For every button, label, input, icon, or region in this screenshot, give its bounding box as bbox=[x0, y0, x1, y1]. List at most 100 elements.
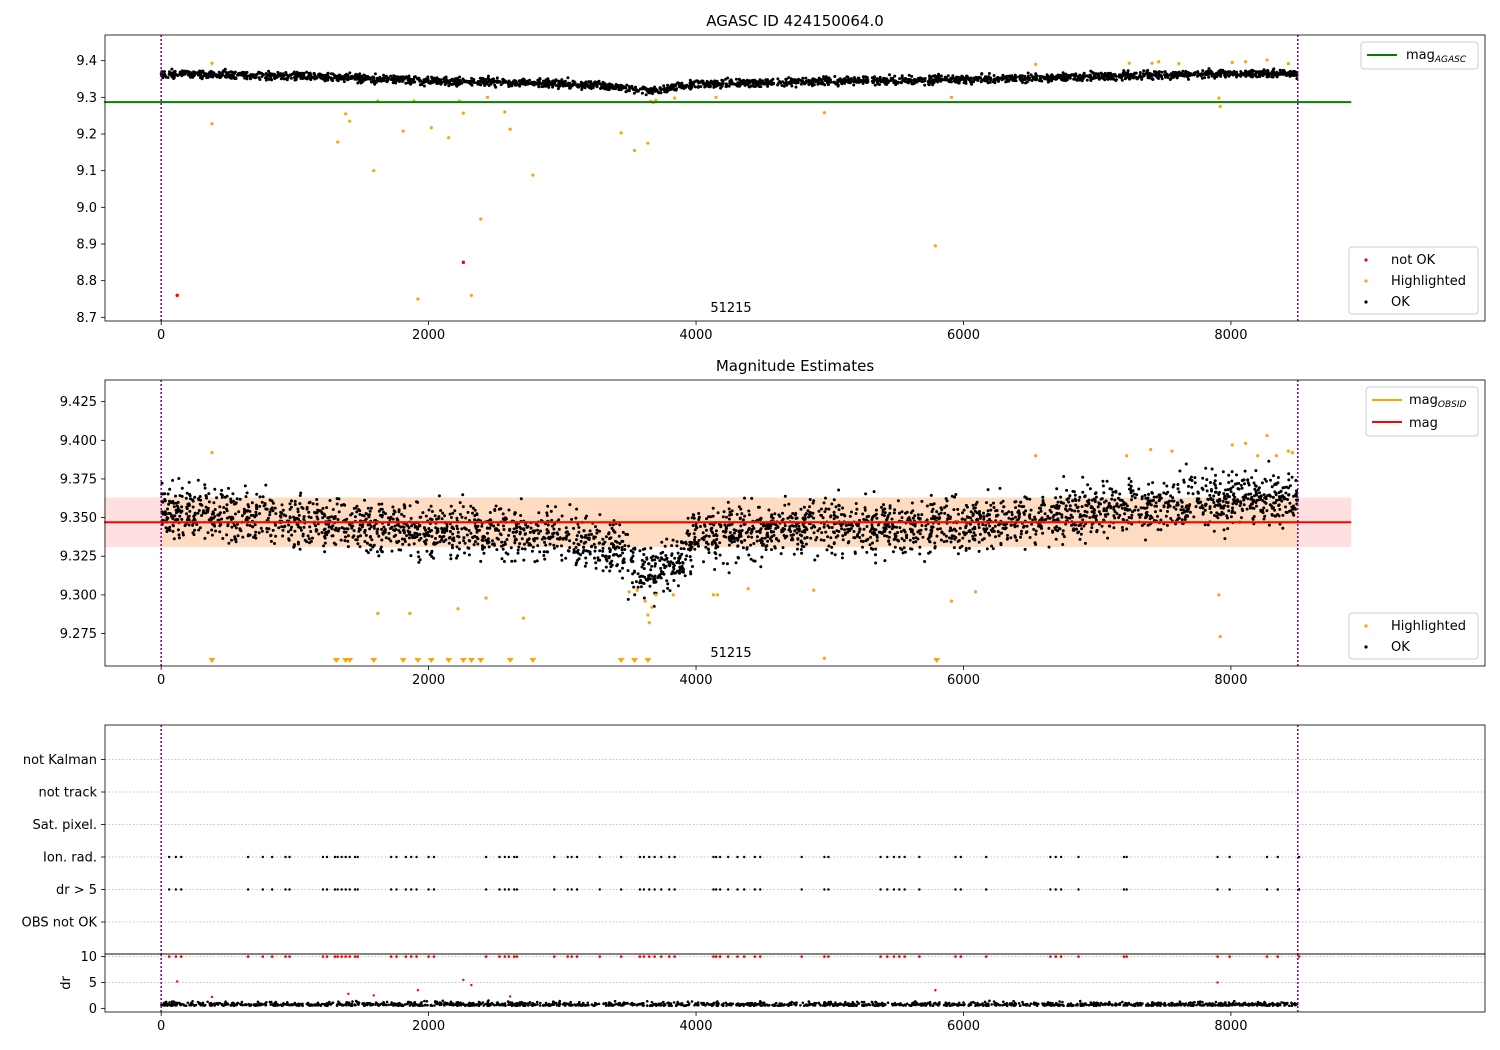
ok-point bbox=[776, 83, 780, 87]
ok-point bbox=[746, 535, 750, 539]
ok-point bbox=[257, 76, 261, 80]
ok-point bbox=[421, 511, 425, 515]
ok-point bbox=[530, 549, 534, 553]
ok-point bbox=[1139, 506, 1143, 510]
ok-point bbox=[493, 83, 497, 87]
ok-point bbox=[178, 514, 182, 518]
ok-point bbox=[697, 538, 701, 542]
ok-point bbox=[472, 543, 476, 547]
ok-point bbox=[487, 77, 491, 81]
ok-point bbox=[797, 524, 801, 528]
ok-point bbox=[1156, 72, 1160, 76]
ok-point bbox=[557, 527, 561, 531]
ok-point bbox=[332, 73, 336, 77]
ok-point bbox=[1163, 73, 1167, 77]
ok-point bbox=[345, 75, 349, 78]
ok-point bbox=[1056, 500, 1060, 504]
ok-point bbox=[1149, 72, 1153, 76]
ok-point bbox=[714, 543, 718, 547]
ok-point bbox=[346, 539, 350, 543]
ok-point bbox=[1196, 70, 1200, 74]
ok-point bbox=[1165, 73, 1169, 77]
ok-point bbox=[852, 79, 856, 83]
ok-point bbox=[985, 547, 989, 551]
ok-point bbox=[203, 74, 206, 78]
ok-point bbox=[244, 495, 248, 499]
highlighted-point bbox=[372, 169, 376, 173]
ok-point bbox=[1071, 499, 1075, 503]
ok-point bbox=[608, 82, 612, 86]
ok-point bbox=[189, 497, 192, 501]
ok-point bbox=[648, 87, 652, 91]
ok-point bbox=[858, 527, 862, 531]
ok-point bbox=[834, 505, 838, 509]
ok-point bbox=[944, 534, 948, 538]
ok-point bbox=[1239, 483, 1243, 487]
ok-point bbox=[1110, 497, 1114, 501]
ok-point bbox=[981, 523, 985, 527]
ok-point bbox=[808, 80, 812, 84]
ok-point bbox=[1055, 74, 1059, 78]
ok-point bbox=[427, 533, 431, 537]
ok-point bbox=[1012, 79, 1016, 83]
ok-point bbox=[961, 536, 965, 540]
ok-point bbox=[1034, 532, 1038, 536]
ok-point bbox=[880, 78, 884, 82]
ok-point bbox=[1146, 75, 1150, 79]
ok-point bbox=[811, 78, 814, 81]
ok-point bbox=[1067, 500, 1071, 504]
ok-point bbox=[507, 508, 511, 512]
ok-point bbox=[1097, 510, 1101, 514]
ok-point bbox=[833, 553, 837, 557]
ok-point bbox=[787, 528, 791, 532]
ok-point bbox=[832, 510, 836, 514]
ok-point bbox=[1197, 497, 1201, 501]
ok-point bbox=[279, 515, 283, 519]
ok-point bbox=[977, 540, 981, 544]
ok-point bbox=[1065, 78, 1069, 82]
ok-point bbox=[992, 78, 996, 81]
ok-point bbox=[1173, 74, 1177, 78]
ok-point bbox=[938, 527, 942, 531]
ok-point bbox=[772, 82, 775, 86]
ok-point bbox=[776, 77, 780, 81]
ok-point bbox=[163, 498, 167, 501]
ok-point bbox=[166, 76, 170, 79]
ok-point bbox=[985, 77, 989, 80]
ok-point bbox=[555, 531, 559, 535]
ok-point bbox=[1110, 74, 1114, 78]
ok-point bbox=[874, 561, 878, 565]
highlighted-point bbox=[632, 148, 637, 153]
ok-point bbox=[461, 493, 465, 497]
ok-point bbox=[766, 84, 770, 88]
ok-point bbox=[1106, 71, 1110, 75]
ok-point bbox=[870, 523, 874, 527]
ok-point bbox=[745, 547, 749, 551]
ok-point bbox=[921, 535, 925, 539]
ok-point bbox=[750, 535, 754, 539]
ok-point bbox=[412, 542, 416, 546]
ok-point bbox=[865, 525, 869, 528]
ok-point bbox=[727, 84, 731, 88]
highlighted-point bbox=[1286, 62, 1291, 66]
ok-point bbox=[624, 90, 628, 94]
ok-point bbox=[1151, 499, 1154, 503]
ok-point bbox=[1249, 492, 1253, 496]
ok-point bbox=[659, 569, 663, 573]
ok-point bbox=[240, 71, 244, 75]
ok-point bbox=[874, 547, 878, 551]
ok-point bbox=[576, 522, 580, 526]
ok-point bbox=[177, 536, 181, 540]
ok-point bbox=[1260, 481, 1264, 485]
ok-point bbox=[1071, 515, 1074, 519]
ok-point bbox=[1091, 71, 1095, 75]
ok-point bbox=[458, 512, 462, 516]
ok-point bbox=[751, 524, 755, 528]
ok-point bbox=[507, 79, 511, 83]
ok-point bbox=[1102, 491, 1106, 495]
ok-point bbox=[267, 69, 271, 73]
ok-point bbox=[1019, 535, 1022, 539]
ok-point bbox=[270, 506, 274, 510]
ok-point bbox=[512, 534, 516, 538]
ok-point bbox=[196, 73, 200, 77]
